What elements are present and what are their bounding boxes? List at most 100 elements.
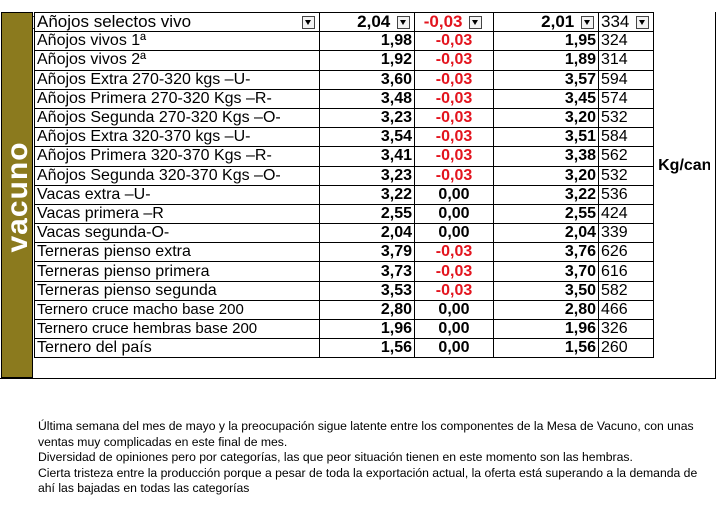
header-prev: 2,01 — [541, 12, 575, 32]
row-change: -0,03 — [414, 31, 494, 52]
row-name: Terneras pienso primera — [34, 261, 320, 282]
table-row: Ternero cruce hembras base 200 1,96 0,00 1,… — [34, 318, 711, 340]
row-prev: 1,96 — [493, 318, 599, 340]
row-count: 324 — [597, 31, 655, 52]
note-paragraph-1: Última semana del mes de mayo y la preoc… — [38, 419, 694, 449]
row-prev: 1,95 — [493, 31, 599, 52]
note-paragraph-3: Cierta tristeza entre la producción porq… — [38, 465, 698, 496]
row-price: 1,56 — [319, 338, 415, 359]
row-prev: 2,80 — [493, 299, 599, 321]
row-change: -0,03 — [414, 261, 494, 282]
market-commentary: Última semana del mes de mayo y la preoc… — [38, 419, 714, 497]
table-row: Ternero cruce macho base 200 2,80 0,00 2,80… — [34, 299, 711, 321]
row-price: 1,98 — [319, 31, 415, 52]
row-name: Vacas primera –R — [34, 203, 320, 225]
row-count: 616 — [597, 261, 655, 282]
row-price: 2,04 — [319, 223, 415, 244]
row-change: 0,00 — [414, 318, 494, 340]
table-row: Añojos Primera 320-370 Kgs –R- 3,41 -0,03 3… — [34, 146, 711, 167]
count-filter-icon[interactable] — [636, 16, 650, 30]
row-count: 424 — [597, 203, 655, 225]
row-name: Añojos Segunda 270-320 Kgs –O- — [34, 107, 320, 129]
row-count: 532 — [597, 107, 655, 129]
header-name: Añojos selectos vivo — [37, 12, 192, 32]
row-count: 260 — [597, 338, 655, 359]
unit-note-cell: Kg/canal sobre matadero — [654, 32, 710, 358]
row-name: Ternero cruce hembras base 200 — [34, 318, 320, 340]
header-name-cell: Añojos selectos vivo — [34, 11, 320, 33]
change-filter-icon[interactable] — [469, 16, 483, 30]
price-filter-icon[interactable] — [397, 16, 410, 30]
row-count: 582 — [597, 280, 655, 301]
row-prev: 3,20 — [493, 107, 599, 129]
row-price: 3,41 — [319, 146, 415, 167]
table-row: Vacas extra –U- 3,22 0,00 3,22 536 — [34, 184, 711, 205]
name-filter-icon[interactable] — [302, 16, 315, 30]
header-prev-cell: 2,01 — [493, 11, 599, 33]
row-price: 3,54 — [319, 127, 415, 148]
row-name: Vacas segunda-O- — [34, 223, 320, 244]
row-prev: 2,55 — [493, 203, 599, 225]
row-price: 2,80 — [319, 299, 415, 321]
row-name: Terneras pienso segunda — [34, 280, 320, 301]
price-table: Añojos selectos vivo 2,04 -0,03 2,01 334 — [34, 11, 711, 359]
row-change: 0,00 — [414, 184, 494, 205]
header-change: -0,03 — [423, 12, 463, 32]
row-count: 594 — [597, 69, 655, 90]
row-name: Añojos Extra 320-370 kgs –U- — [34, 127, 320, 148]
row-prev: 1,56 — [493, 338, 599, 359]
row-prev: 3,50 — [493, 280, 599, 301]
row-count: 584 — [597, 127, 655, 148]
table-row: Vacas primera –R 2,55 0,00 2,55 424 — [34, 203, 711, 225]
row-change: -0,03 — [414, 146, 494, 167]
header-change-cell: -0,03 — [414, 11, 494, 33]
row-change: -0,03 — [414, 107, 494, 129]
row-count: 532 — [597, 165, 655, 186]
row-change: 0,00 — [414, 223, 494, 244]
row-name: Ternero cruce macho base 200 — [34, 299, 320, 321]
table-row: Terneras pienso extra 3,79 -0,03 3,76 626 — [34, 242, 711, 263]
row-price: 3,22 — [319, 184, 415, 205]
row-change: -0,03 — [414, 165, 494, 186]
row-price: 3,48 — [319, 88, 415, 109]
row-name: Vacas extra –U- — [34, 184, 320, 205]
row-change: -0,03 — [414, 50, 494, 71]
table-row: Ternero del país 1,56 0,00 1,56 260 — [34, 338, 711, 359]
table-row: Añojos Primera 270-320 Kgs –R- 3,48 -0,03 3… — [34, 88, 711, 109]
category-label: vacuno — [1, 141, 34, 253]
row-prev: 3,70 — [493, 261, 599, 282]
row-change: 0,00 — [414, 203, 494, 225]
row-change: 0,00 — [414, 299, 494, 321]
row-prev: 3,45 — [493, 88, 599, 109]
prev-filter-icon[interactable] — [581, 16, 594, 30]
table-row: Añojos Segunda 270-320 Kgs –O- 3,23 -0,03 3… — [34, 107, 711, 129]
row-count: 326 — [597, 318, 655, 340]
row-prev: 3,38 — [493, 146, 599, 167]
header-price: 2,04 — [357, 12, 391, 32]
row-count: 574 — [597, 88, 655, 109]
row-change: -0,03 — [414, 127, 494, 148]
header-price-cell: 2,04 — [319, 11, 415, 33]
row-count: 626 — [597, 242, 655, 263]
row-count: 536 — [597, 184, 655, 205]
row-price: 1,92 — [319, 50, 415, 71]
row-name: Ternero del país — [34, 338, 320, 359]
table-row: Terneras pienso segunda 3,53 -0,03 3,50 582 — [34, 280, 711, 301]
row-change: -0,03 — [414, 242, 494, 263]
row-change: -0,03 — [414, 280, 494, 301]
table-row: Añojos Extra 270-320 kgs –U- 3,60 -0,03 3,5… — [34, 69, 711, 90]
table-row: Añojos vivos 2ª 1,92 -0,03 1,89 314 — [34, 50, 711, 71]
header-count-cell: 334 — [597, 11, 655, 33]
row-name: Añojos vivos 2ª — [34, 50, 320, 71]
category-band: vacuno — [1, 12, 34, 378]
row-name: Añojos Primera 320-370 Kgs –R- — [34, 146, 320, 167]
row-change: -0,03 — [414, 88, 494, 109]
table-row: Vacas segunda-O- 2,04 0,00 2,04 339 — [34, 223, 711, 244]
row-prev: 3,20 — [493, 165, 599, 186]
row-price: 3,23 — [319, 165, 415, 186]
table-row: Añojos Segunda 320-370 Kgs –O- 3,23 -0,03 3… — [34, 165, 711, 186]
row-count: 314 — [597, 50, 655, 71]
row-price: 3,23 — [319, 107, 415, 129]
table-row: Añojos vivos 1ª1,98-0,031,95324Kg/canal … — [34, 31, 710, 174]
